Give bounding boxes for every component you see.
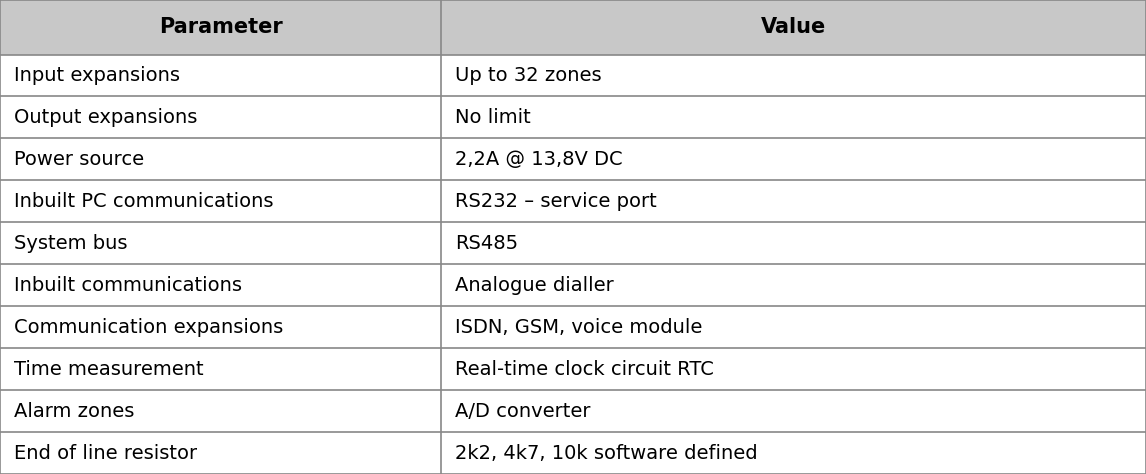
Bar	[0, 181, 441, 222]
Bar	[441, 181, 1146, 222]
Text: Real-time clock circuit RTC: Real-time clock circuit RTC	[455, 360, 714, 379]
Text: Time measurement: Time measurement	[14, 360, 203, 379]
Text: Alarm zones: Alarm zones	[14, 401, 134, 420]
Text: Value: Value	[761, 17, 826, 37]
Text: Communication expansions: Communication expansions	[14, 318, 283, 337]
Bar	[0, 348, 441, 390]
Bar	[441, 390, 1146, 432]
Bar	[0, 0, 441, 55]
Text: Inbuilt PC communications: Inbuilt PC communications	[14, 192, 273, 211]
Text: Output expansions: Output expansions	[14, 108, 197, 127]
Bar	[0, 138, 441, 181]
Bar	[441, 222, 1146, 264]
Text: RS485: RS485	[455, 234, 518, 253]
Text: 2k2, 4k7, 10k software defined: 2k2, 4k7, 10k software defined	[455, 444, 758, 463]
Bar	[0, 432, 441, 474]
Bar	[441, 0, 1146, 55]
Bar	[0, 97, 441, 138]
Text: Power source: Power source	[14, 150, 144, 169]
Bar	[441, 432, 1146, 474]
Text: RS232 – service port: RS232 – service port	[455, 192, 657, 211]
Bar	[441, 55, 1146, 97]
Bar	[0, 222, 441, 264]
Text: Up to 32 zones: Up to 32 zones	[455, 66, 602, 85]
Text: No limit: No limit	[455, 108, 531, 127]
Bar	[441, 97, 1146, 138]
Text: Analogue dialler: Analogue dialler	[455, 276, 614, 295]
Bar	[0, 264, 441, 306]
Bar	[441, 138, 1146, 181]
Text: End of line resistor: End of line resistor	[14, 444, 197, 463]
Bar	[441, 306, 1146, 348]
Text: 2,2A @ 13,8V DC: 2,2A @ 13,8V DC	[455, 150, 622, 169]
Text: A/D converter: A/D converter	[455, 401, 590, 420]
Bar	[0, 306, 441, 348]
Text: Inbuilt communications: Inbuilt communications	[14, 276, 242, 295]
Bar	[441, 348, 1146, 390]
Text: Parameter: Parameter	[159, 17, 282, 37]
Bar	[0, 55, 441, 97]
Text: System bus: System bus	[14, 234, 127, 253]
Text: Input expansions: Input expansions	[14, 66, 180, 85]
Text: ISDN, GSM, voice module: ISDN, GSM, voice module	[455, 318, 702, 337]
Bar	[0, 390, 441, 432]
Bar	[441, 264, 1146, 306]
